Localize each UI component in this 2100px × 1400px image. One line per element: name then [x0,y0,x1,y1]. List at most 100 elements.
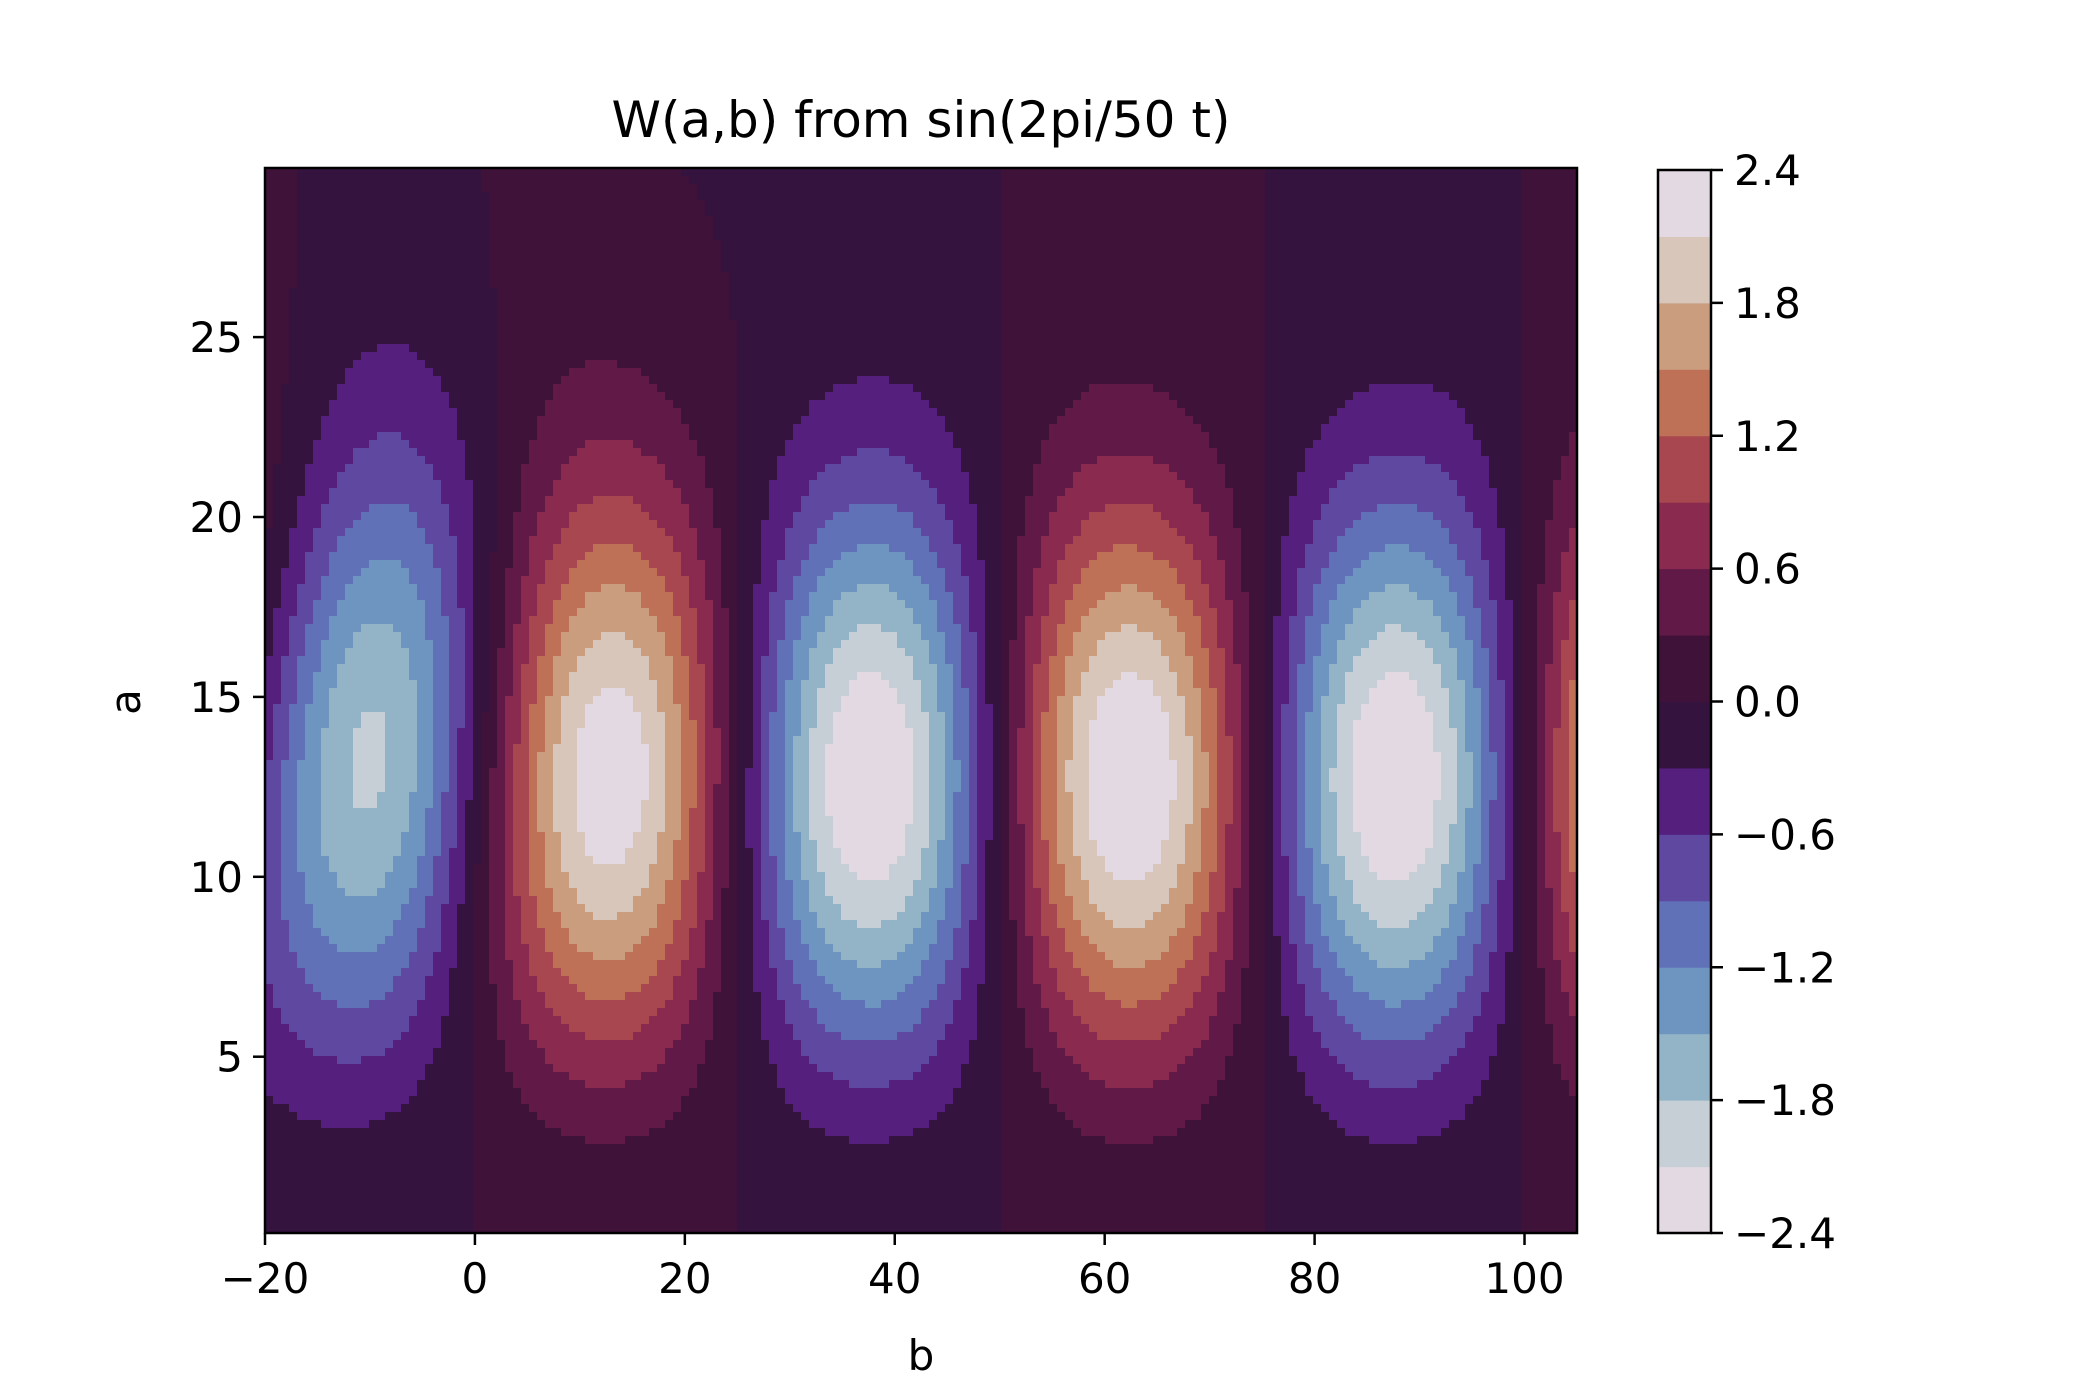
contour-cell [529,400,538,409]
contour-cell [993,280,1002,289]
contour-cell [1129,200,1138,209]
contour-cell [1521,192,1530,201]
contour-cell [697,336,706,345]
contour-cell [1401,232,1410,241]
contour-cell [1033,272,1042,281]
contour-cell [1057,280,1066,289]
contour-cell [1169,336,1178,345]
contour-cell [1057,384,1066,393]
contour-cell [529,176,538,185]
contour-cell [985,288,994,297]
contour-cell [649,352,658,361]
contour-cell [809,208,818,217]
contour-cell [433,360,442,369]
contour-cell [369,264,378,273]
contour-cell [1273,184,1282,193]
contour-cell [721,400,730,409]
contour-cell [1433,232,1442,241]
contour-cell [641,248,650,257]
contour-cell [473,272,482,281]
contour-cell [905,248,914,257]
contour-cell [889,232,898,241]
contour-cell [1553,320,1562,329]
contour-cell [873,304,882,313]
contour-cell [761,224,770,233]
contour-cell [1249,176,1258,185]
contour-cell [961,336,970,345]
contour-cell [297,200,306,209]
contour-cell [393,288,402,297]
contour-cell [561,248,570,257]
contour-cell [841,232,850,241]
contour-cell [1305,368,1314,377]
contour-cell [1049,216,1058,225]
contour-cell [1441,368,1450,377]
contour-cell [1273,208,1282,217]
contour-cell [481,288,490,297]
contour-cell [417,344,426,353]
contour-cell [1041,352,1050,361]
contour-cell [1161,360,1170,369]
contour-cell [1217,376,1226,385]
contour-cell [1073,296,1082,305]
contour-cell [585,296,594,305]
contour-cell [1513,272,1522,281]
contour-cell [1313,216,1322,225]
contour-cell [1393,240,1402,249]
contour-cell [1401,392,1410,401]
contour-cell [1081,296,1090,305]
contour-cell [921,168,930,177]
contour-cell [865,240,874,249]
contour-cell [841,280,850,289]
contour-cell [817,360,826,369]
contour-cell [489,280,498,289]
contour-cell [1017,400,1026,409]
contour-cell [865,336,874,345]
contour-cell [1289,176,1298,185]
contour-cell [553,272,562,281]
contour-cell [1497,184,1506,193]
contour-cell [1241,224,1250,233]
contour-cell [1281,344,1290,353]
contour-cell [337,312,346,321]
contour-cell [673,184,682,193]
contour-cell [1521,208,1530,217]
contour-cell [1313,256,1322,265]
contour-cell [1297,384,1306,393]
contour-cell [961,328,970,337]
contour-cell [849,360,858,369]
contour-cell [337,408,346,417]
contour-cell [1113,240,1122,249]
contour-cell [769,240,778,249]
contour-cell [825,368,834,377]
contour-cell [577,360,586,369]
contour-cell [593,328,602,337]
contour-cell [793,376,802,385]
contour-cell [697,352,706,361]
contour-cell [793,256,802,265]
contour-cell [697,320,706,329]
contour-cell [769,272,778,281]
contour-cell [1057,296,1066,305]
contour-cell [361,272,370,281]
contour-cell [873,224,882,233]
contour-cell [1081,352,1090,361]
contour-cell [1337,336,1346,345]
contour-cell [1193,264,1202,273]
contour-cell [1425,344,1434,353]
contour-cell [777,328,786,337]
contour-cell [745,176,754,185]
contour-cell [561,216,570,225]
contour-cell [617,232,626,241]
contour-cell [305,328,314,337]
contour-cell [1385,304,1394,313]
contour-cell [873,216,882,225]
contour-cell [489,208,498,217]
contour-cell [1417,344,1426,353]
contour-cell [465,392,474,401]
contour-cell [769,384,778,393]
contour-cell [1529,224,1538,233]
contour-cell [1177,240,1186,249]
contour-cell [793,368,802,377]
contour-cell [1497,224,1506,233]
